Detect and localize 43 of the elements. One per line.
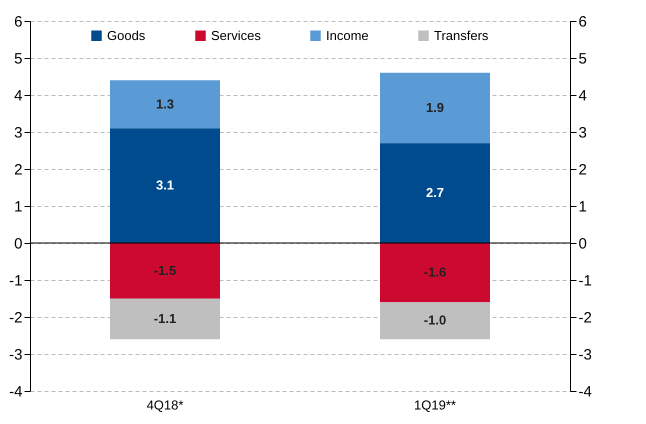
data-label: -1.5 xyxy=(154,262,176,278)
y2-tick-label: 0 xyxy=(578,236,587,252)
data-label: 1.3 xyxy=(156,96,174,112)
y2-tick-label: 5 xyxy=(578,50,587,68)
data-label: -1.1 xyxy=(154,310,176,326)
y-tick-label: 4 xyxy=(14,88,22,104)
y-tick-label: 0 xyxy=(14,236,22,252)
bar xyxy=(380,72,490,144)
y2-tick-label: 6 xyxy=(578,14,587,30)
legend-label: Income xyxy=(326,28,369,43)
y-tick-label: 6 xyxy=(14,14,22,30)
x-tick-label: 4Q18* xyxy=(146,398,184,412)
y-tick-label: 1 xyxy=(14,198,22,216)
y-tick-label: -4 xyxy=(9,384,22,400)
data-label: -1.0 xyxy=(424,312,446,328)
y2-tick-label: 1 xyxy=(578,198,587,216)
y2-tick-label: -1 xyxy=(578,272,592,290)
bar xyxy=(110,80,220,128)
bar xyxy=(380,243,490,302)
y-tick-label: -2 xyxy=(9,310,22,326)
y2-tick-label: 2 xyxy=(578,162,587,178)
y2-tick-label: -3 xyxy=(578,346,592,364)
data-label: -1.6 xyxy=(424,264,446,280)
y2-tick-label: 3 xyxy=(578,124,587,142)
legend-label: Services xyxy=(211,28,262,43)
y-tick-label: 5 xyxy=(14,50,22,68)
y2-tick-label: 4 xyxy=(578,88,587,104)
y-tick-label: 3 xyxy=(14,124,22,142)
y-tick-label: 2 xyxy=(14,162,22,178)
bar xyxy=(380,302,490,340)
bar xyxy=(380,143,490,243)
data-label: 3.1 xyxy=(156,178,174,193)
y-tick-label: -1 xyxy=(9,272,22,290)
data-label: 2.7 xyxy=(426,185,444,200)
x-tick-label: 1Q19** xyxy=(414,398,456,412)
legend-label: Transfers xyxy=(434,28,489,43)
y2-tick-label: -4 xyxy=(578,384,592,400)
bar xyxy=(110,128,220,243)
bar xyxy=(110,243,220,298)
data-label: 1.9 xyxy=(426,100,444,115)
y2-tick-label: -2 xyxy=(578,310,592,326)
y-tick-label: -3 xyxy=(9,346,22,364)
legend-label: Goods xyxy=(107,28,146,43)
